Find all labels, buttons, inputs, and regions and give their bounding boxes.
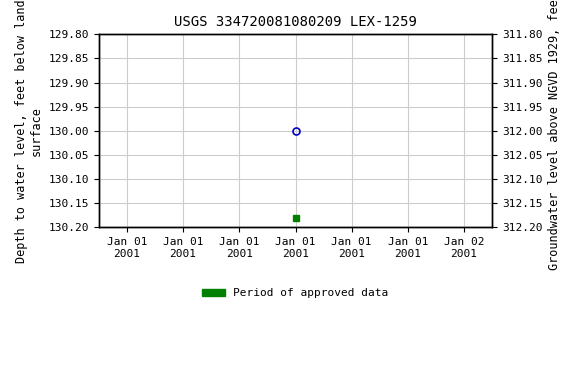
Title: USGS 334720081080209 LEX-1259: USGS 334720081080209 LEX-1259 [174, 15, 417, 29]
Y-axis label: Groundwater level above NGVD 1929, feet: Groundwater level above NGVD 1929, feet [548, 0, 561, 270]
Y-axis label: Depth to water level, feet below land
surface: Depth to water level, feet below land su… [15, 0, 43, 263]
Legend: Period of approved data: Period of approved data [198, 284, 393, 303]
